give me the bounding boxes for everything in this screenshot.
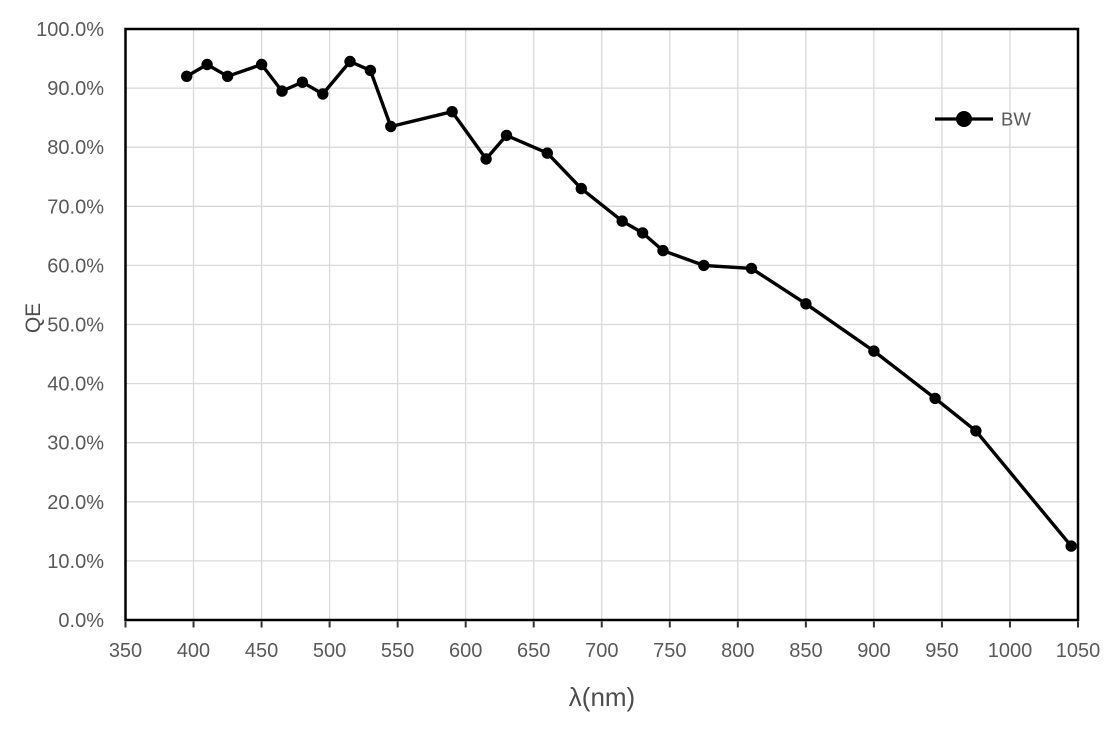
x-tick-label: 350 bbox=[109, 640, 142, 662]
y-tick-label: 30.0% bbox=[47, 433, 104, 455]
data-point-marker bbox=[255, 58, 268, 71]
data-point-marker bbox=[446, 106, 458, 118]
data-point-marker bbox=[276, 85, 288, 97]
y-tick-label: 100.0% bbox=[36, 19, 104, 41]
data-point-marker bbox=[317, 88, 329, 100]
x-tick-label: 900 bbox=[857, 640, 890, 662]
data-point-marker bbox=[800, 298, 812, 310]
data-point-marker bbox=[480, 153, 492, 165]
x-tick-label: 650 bbox=[517, 640, 550, 662]
y-tick-label: 20.0% bbox=[47, 492, 104, 514]
y-tick-label: 50.0% bbox=[47, 315, 104, 337]
legend-marker-icon bbox=[956, 111, 972, 127]
x-axis-title: λ(nm) bbox=[569, 682, 635, 712]
data-point-marker bbox=[970, 425, 982, 437]
x-tick-label: 1000 bbox=[988, 640, 1033, 662]
legend-label: BW bbox=[1001, 109, 1031, 130]
plot-area-border bbox=[124, 27, 1080, 622]
data-point-marker bbox=[201, 58, 213, 71]
x-tick-label: 400 bbox=[177, 640, 210, 662]
data-point-marker bbox=[181, 70, 193, 83]
data-point-marker bbox=[616, 215, 628, 227]
data-point-marker bbox=[500, 129, 513, 142]
x-tick-label: 1050 bbox=[1056, 640, 1101, 662]
x-tick-label: 500 bbox=[313, 640, 346, 662]
data-point-marker bbox=[385, 120, 397, 133]
data-point-marker bbox=[221, 70, 234, 83]
x-tick-label: 800 bbox=[721, 640, 754, 662]
x-tick-label: 600 bbox=[449, 640, 482, 662]
data-point-marker bbox=[636, 227, 649, 239]
x-tick-label: 950 bbox=[925, 640, 958, 662]
y-tick-label: 80.0% bbox=[47, 137, 104, 159]
y-tick-label: 10.0% bbox=[47, 551, 104, 573]
data-point-marker bbox=[745, 262, 758, 275]
data-point-marker bbox=[364, 64, 377, 77]
legend: BW bbox=[935, 109, 1031, 130]
data-point-marker bbox=[868, 345, 880, 357]
data-point-marker bbox=[344, 55, 356, 68]
data-point-marker bbox=[657, 244, 669, 257]
x-tick-label: 750 bbox=[653, 640, 686, 662]
x-tick-label: 450 bbox=[245, 640, 278, 662]
data-point-marker bbox=[541, 147, 553, 159]
data-point-marker bbox=[575, 182, 587, 195]
y-tick-label: 70.0% bbox=[47, 196, 104, 218]
x-tick-label: 850 bbox=[789, 640, 822, 662]
data-point-marker bbox=[1065, 540, 1077, 552]
y-axis-title: QE bbox=[22, 303, 45, 333]
y-tick-label: 40.0% bbox=[47, 374, 104, 396]
x-tick-label: 550 bbox=[381, 640, 414, 662]
y-tick-label: 0.0% bbox=[58, 610, 104, 632]
data-point-marker bbox=[296, 76, 309, 88]
data-point-marker bbox=[698, 259, 710, 272]
y-tick-label: 90.0% bbox=[47, 78, 104, 100]
x-tick-label: 700 bbox=[585, 640, 618, 662]
y-tick-label: 60.0% bbox=[47, 255, 104, 277]
data-point-marker bbox=[929, 392, 941, 405]
